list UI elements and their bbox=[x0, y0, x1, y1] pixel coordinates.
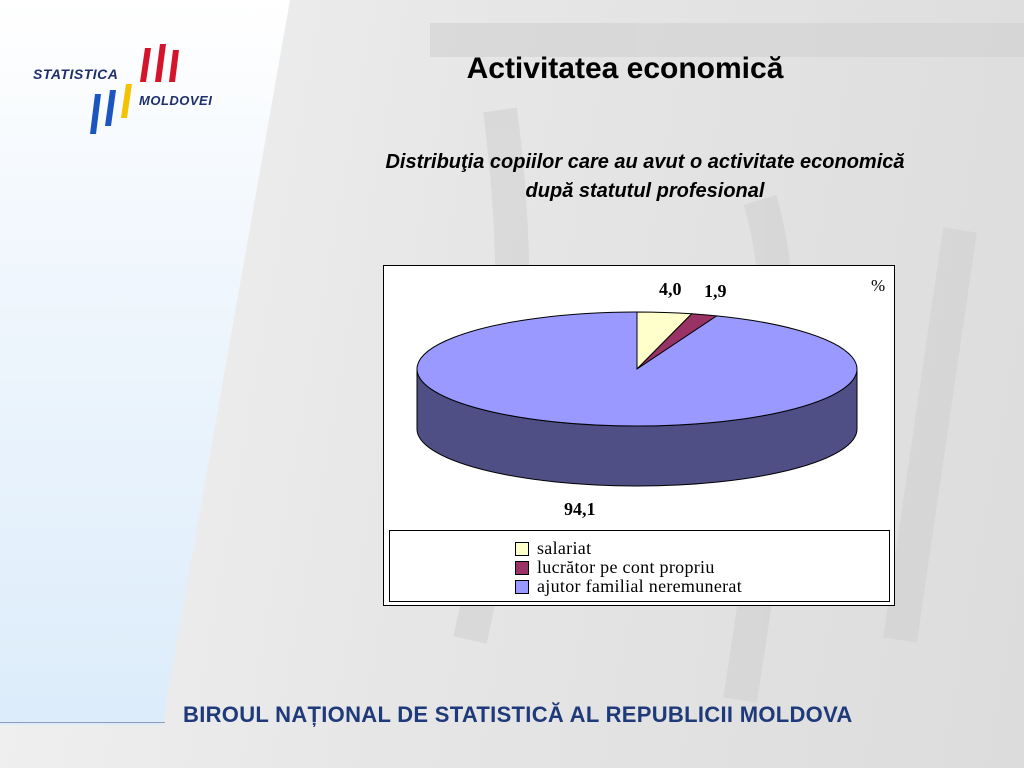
chart-frame: % 4,0 1,9 94,1 salariat lucrător pe cont pr… bbox=[383, 265, 895, 606]
legend-swatch bbox=[515, 541, 529, 556]
unit-label: % bbox=[871, 276, 886, 295]
logo-text-statistica: STATISTICA bbox=[33, 66, 119, 82]
legend-label: salariat bbox=[537, 538, 592, 558]
legend-label: lucrător pe cont propriu bbox=[537, 557, 715, 577]
legend-swatch bbox=[515, 579, 529, 594]
legend-item: ajutor familial neremunerat bbox=[515, 576, 743, 596]
pie-chart bbox=[416, 311, 858, 489]
subtitle-line-1: Distribuţia copiilor care au avut o acti… bbox=[385, 151, 905, 173]
footer-institution: BIROUL NAȚIONAL DE STATISTICĂ AL REPUBLI… bbox=[183, 702, 853, 727]
chart-legend: salariat lucrător pe cont propriu ajutor f… bbox=[389, 530, 890, 602]
subtitle-line-2: după statutul profesional bbox=[525, 180, 765, 202]
legend-items: salariat lucrător pe cont propriu ajutor f… bbox=[515, 538, 743, 596]
logo-text-moldovei: MOLDOVEI bbox=[139, 93, 213, 108]
data-label-2: 94,1 bbox=[564, 499, 596, 519]
logo-bars-icon bbox=[90, 44, 179, 134]
pie-slice-2 bbox=[416, 311, 858, 427]
legend-item: lucrător pe cont propriu bbox=[515, 557, 742, 577]
chart-subtitle: Distribuţia copiilor care au avut o acti… bbox=[300, 148, 990, 206]
data-label-0: 4,0 bbox=[659, 279, 682, 299]
statistica-moldovei-logo: STATISTICA MOLDOVEI bbox=[28, 42, 228, 137]
legend-item: salariat bbox=[515, 538, 742, 558]
bottom-divider bbox=[0, 722, 165, 723]
slide-title: Activitatea economică bbox=[466, 52, 784, 85]
data-label-1: 1,9 bbox=[704, 281, 727, 301]
legend-label: ajutor familial neremunerat bbox=[537, 576, 743, 596]
legend-swatch bbox=[515, 560, 529, 575]
